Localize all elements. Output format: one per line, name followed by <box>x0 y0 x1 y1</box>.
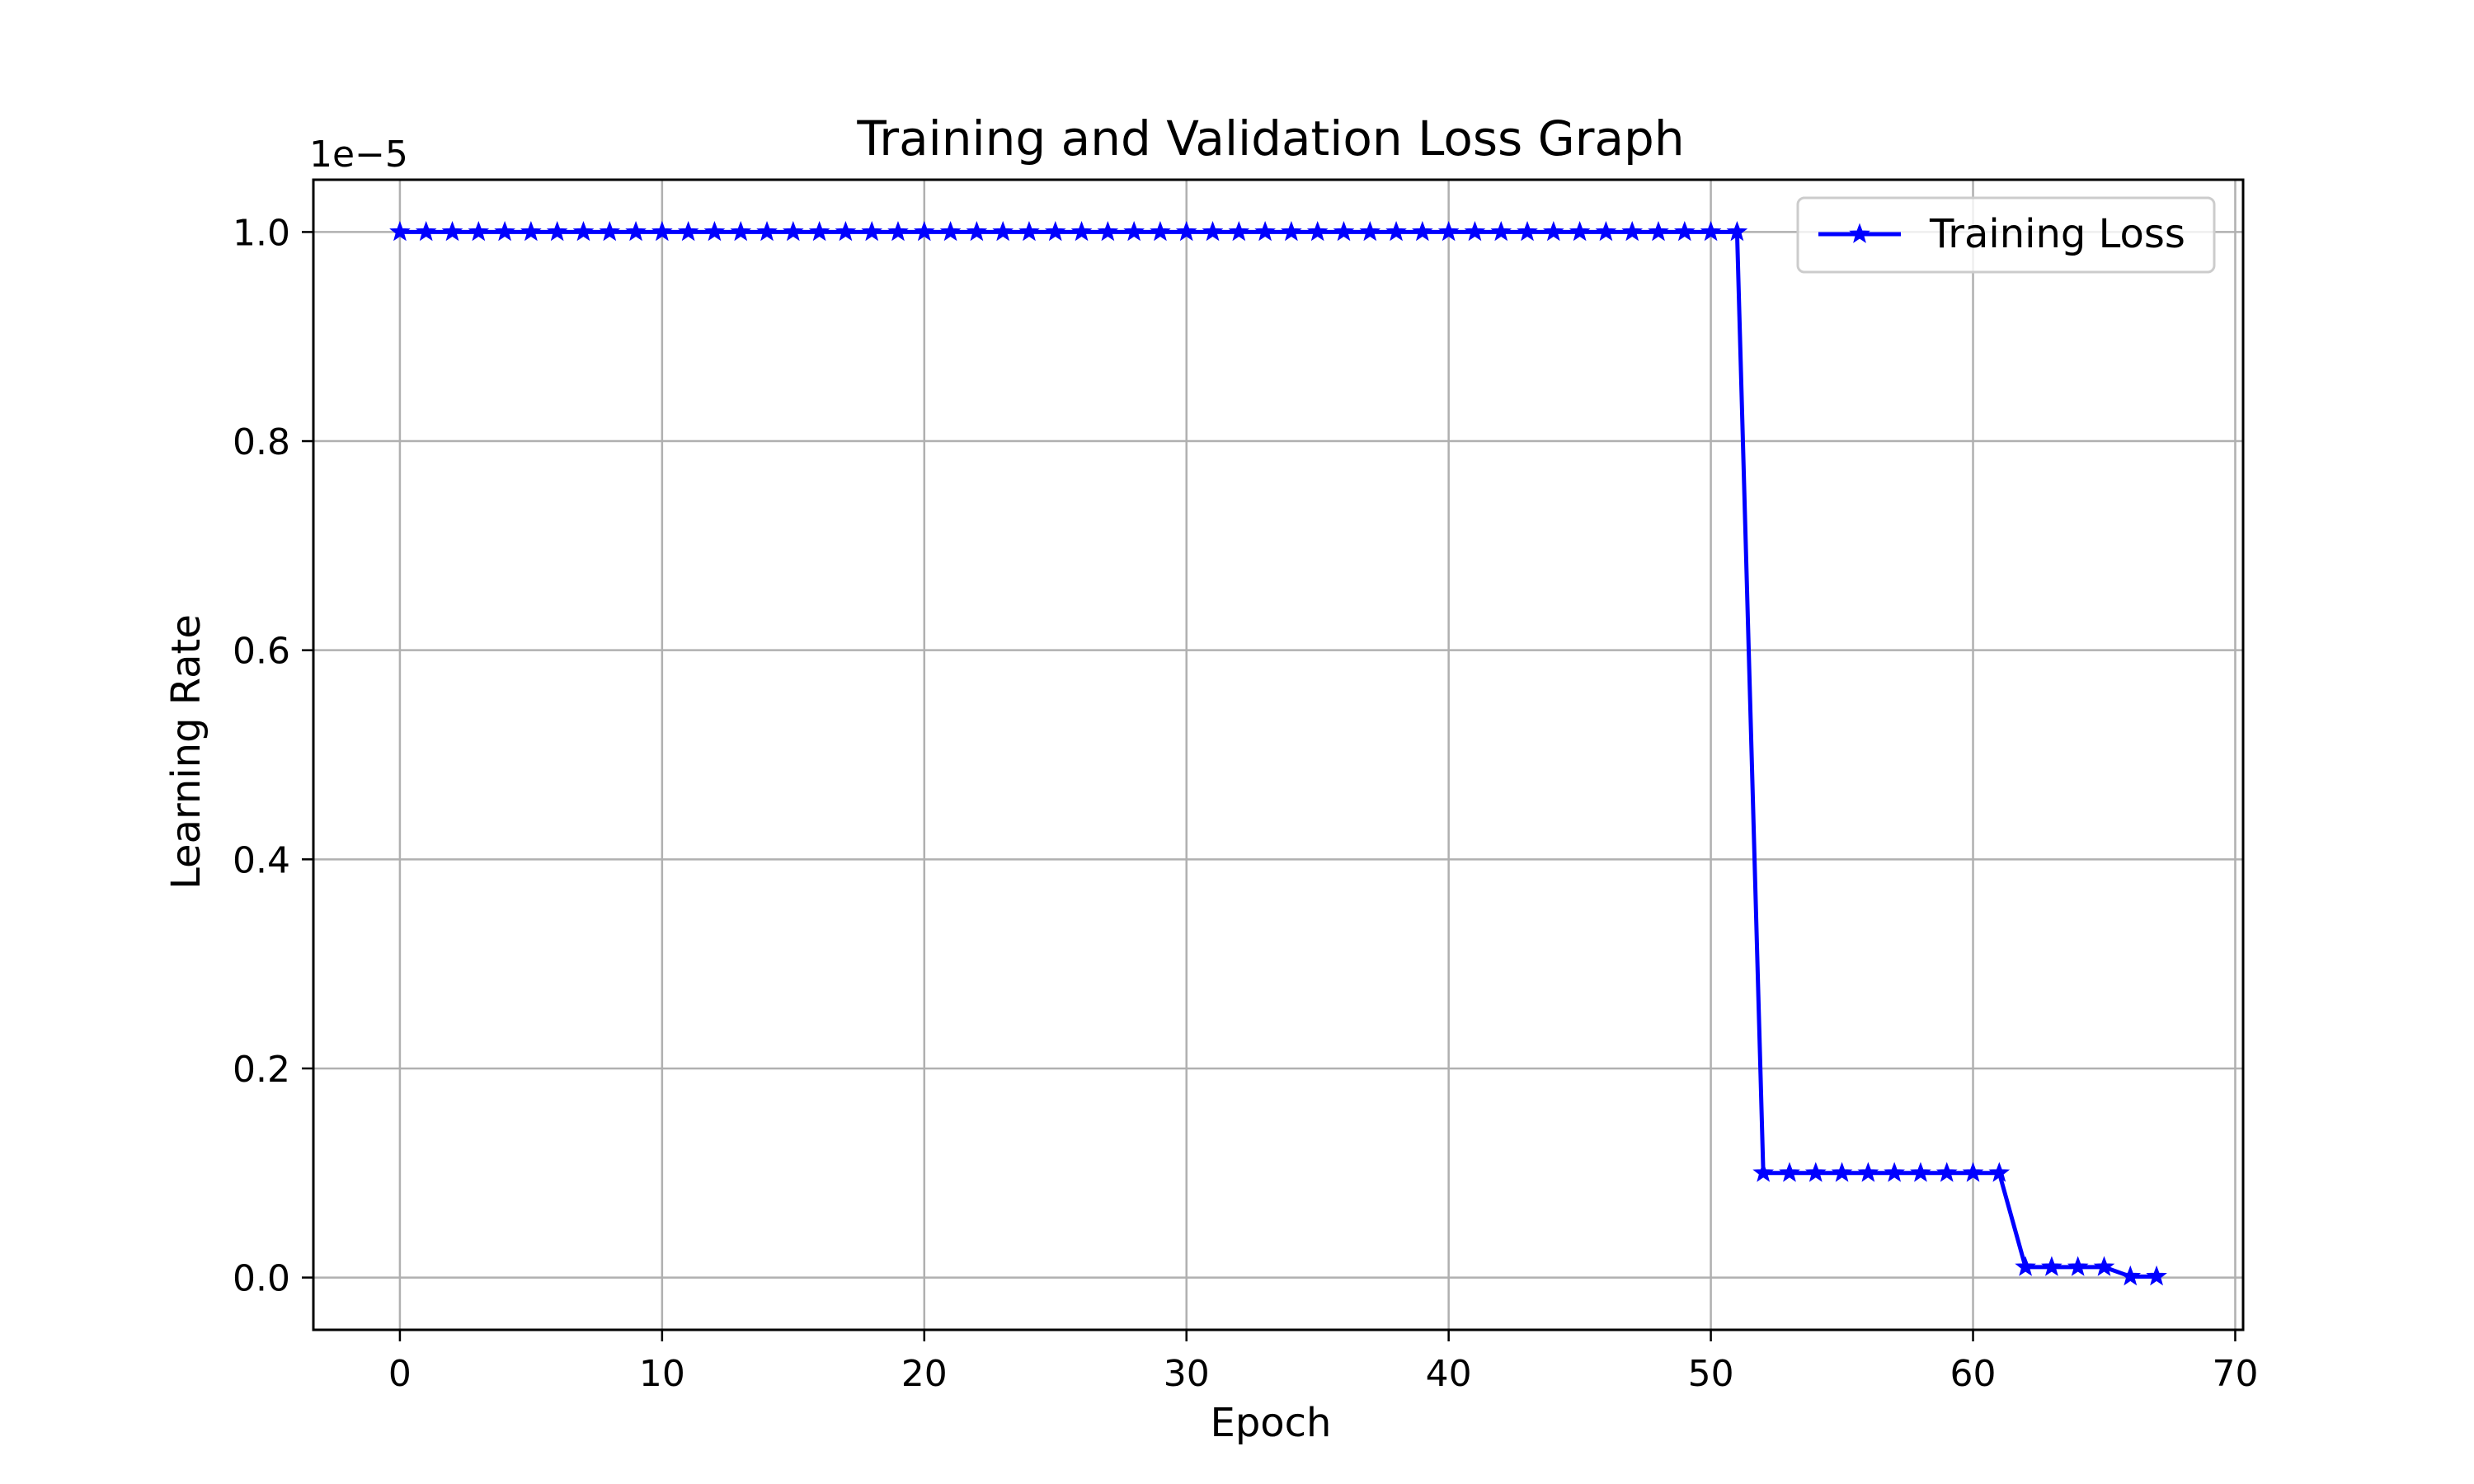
data-point-marker <box>1281 220 1302 242</box>
data-point-marker <box>2041 1256 2062 1276</box>
legend-star-marker <box>1849 223 1870 243</box>
data-point-marker <box>808 220 830 242</box>
data-point-marker <box>1070 220 1093 242</box>
data-point-marker <box>1569 220 1591 242</box>
y-axis-title: Learning Rate <box>163 614 209 890</box>
data-point-marker <box>1831 1162 1853 1182</box>
y-tick-label: 0.8 <box>233 421 290 463</box>
data-point-marker <box>1437 220 1460 242</box>
data-point-marker <box>651 220 673 242</box>
x-tick-label: 10 <box>639 1353 685 1395</box>
x-tick-label: 50 <box>1688 1353 1734 1395</box>
data-point-marker <box>914 220 935 242</box>
series-layer <box>389 220 2167 1286</box>
data-point-marker <box>546 220 568 242</box>
data-point-marker <box>756 220 778 242</box>
x-tick-label: 20 <box>901 1353 948 1395</box>
y-tick-label: 0.0 <box>233 1258 290 1300</box>
data-point-marker <box>599 220 621 242</box>
data-point-marker <box>572 220 595 242</box>
data-point-marker <box>1543 220 1564 242</box>
x-tick-label: 60 <box>1950 1353 1997 1395</box>
legend-box <box>1796 196 2216 274</box>
data-point-marker <box>1150 220 1171 242</box>
data-point-marker <box>1648 220 1669 242</box>
data-point-marker <box>1674 220 1696 242</box>
data-point-marker <box>1018 220 1040 242</box>
x-tick-label: 70 <box>2212 1353 2258 1395</box>
data-point-marker <box>939 220 962 242</box>
data-point-marker <box>441 220 463 242</box>
data-point-marker <box>1962 1162 1984 1182</box>
data-point-marker <box>2146 1265 2167 1286</box>
data-point-marker <box>1254 220 1276 242</box>
data-point-marker <box>992 220 1014 242</box>
data-point-marker <box>1359 220 1381 242</box>
plot-frame <box>312 178 2245 1331</box>
data-point-marker <box>677 220 699 242</box>
data-point-marker <box>1910 1162 1931 1182</box>
data-point-marker <box>1385 220 1407 242</box>
data-point-marker <box>1779 1162 1800 1182</box>
x-tick-label: 40 <box>1426 1353 1472 1395</box>
data-point-marker <box>835 220 857 242</box>
y-tick-label: 0.2 <box>233 1049 290 1091</box>
y-axis-offset-label: 1e−5 <box>309 134 408 176</box>
data-point-marker <box>703 220 726 242</box>
data-point-marker <box>1044 220 1066 242</box>
data-point-marker <box>494 220 515 242</box>
data-point-marker <box>783 220 804 242</box>
data-point-marker <box>1726 220 1748 242</box>
data-point-marker <box>415 220 437 242</box>
x-tick-label: 0 <box>388 1353 412 1395</box>
data-point-marker <box>2015 1256 2036 1276</box>
data-point-marker <box>1123 220 1145 242</box>
y-tick-label: 1.0 <box>233 212 290 254</box>
data-point-marker <box>1412 220 1433 242</box>
data-point-marker <box>1935 1162 1958 1182</box>
data-point-marker <box>625 220 647 242</box>
data-point-marker <box>2093 1256 2115 1276</box>
data-point-marker <box>2119 1265 2142 1286</box>
legend: Training Loss <box>1796 196 2216 274</box>
x-tick-label: 30 <box>1164 1353 1210 1395</box>
data-point-marker <box>1306 220 1329 242</box>
data-point-marker <box>2067 1256 2089 1276</box>
data-point-marker <box>520 220 542 242</box>
data-point-marker <box>1804 1162 1827 1182</box>
y-tick-label: 0.4 <box>233 839 290 881</box>
data-point-marker <box>966 220 988 242</box>
data-point-marker <box>1752 1162 1774 1182</box>
data-point-marker <box>887 220 909 242</box>
y-tick-label: 0.6 <box>233 631 290 673</box>
chart-title: Training and Validation Loss Graph <box>856 110 1684 167</box>
data-point-marker <box>861 220 882 242</box>
data-point-marker <box>1464 220 1486 242</box>
data-point-marker <box>730 220 752 242</box>
x-axis-title: Epoch <box>1211 1400 1332 1446</box>
data-point-marker <box>1097 220 1119 242</box>
data-point-marker <box>1884 1162 1905 1182</box>
data-point-marker <box>1988 1162 2011 1182</box>
data-point-marker <box>1595 220 1617 242</box>
data-point-marker <box>1517 220 1538 242</box>
data-point-marker <box>1857 1162 1879 1182</box>
data-point-marker <box>1700 220 1722 242</box>
data-point-marker <box>1228 220 1250 242</box>
data-point-marker <box>1621 220 1643 242</box>
data-point-marker <box>1202 220 1224 242</box>
data-point-marker <box>468 220 490 242</box>
legend-label-training-loss: Training Loss <box>1929 211 2185 257</box>
axis-ticks: 0 10 20 30 40 50 60 70 0.0 0.2 0.4 0.6 0.8 1.0 <box>233 212 2258 1395</box>
data-point-marker <box>389 220 411 242</box>
data-point-marker <box>1490 220 1512 242</box>
data-point-marker <box>1333 220 1355 242</box>
data-point-marker <box>1175 220 1197 242</box>
